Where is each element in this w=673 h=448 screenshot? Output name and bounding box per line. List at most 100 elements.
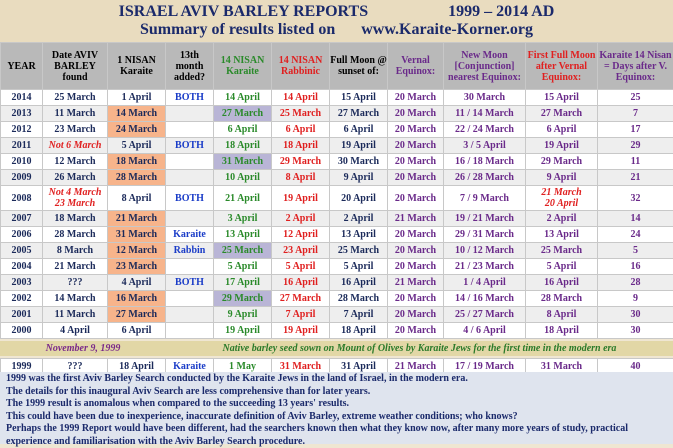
column-header: Date AVIV BARLEY found	[43, 43, 108, 90]
table-cell: 20 March	[388, 291, 444, 307]
footer: 1999 was the first Aviv Barley Search co…	[0, 372, 673, 444]
table-cell: 29 / 31 March	[444, 227, 526, 243]
table-cell: 2014	[1, 90, 43, 106]
table-cell: 21 / 23 March	[444, 259, 526, 275]
table-cell: 9 April	[526, 170, 598, 186]
column-header: YEAR	[1, 43, 43, 90]
table-cell: 18 March	[43, 211, 108, 227]
table-cell: 20 March	[388, 186, 444, 211]
table-cell: 2002	[1, 291, 43, 307]
table-cell	[166, 122, 214, 138]
years: 1999 – 2014 AD	[448, 3, 554, 21]
column-header: 14 NISAN Rabbinic	[272, 43, 330, 90]
table-cell: 27 March	[330, 106, 388, 122]
header: ISRAEL AVIV BARLEY REPORTS 1999 – 2014 AD…	[0, 0, 673, 42]
column-header: Karaite 14 Nisan = Days after V. Equinox…	[598, 43, 673, 90]
table-cell: 16 / 18 March	[444, 154, 526, 170]
table-cell: 3 April	[214, 211, 272, 227]
table-cell: 6 April	[526, 122, 598, 138]
table-cell: 30	[598, 323, 673, 339]
table-cell: 17 April	[214, 275, 272, 291]
table-cell: 19 / 21 March	[444, 211, 526, 227]
table-cell: 11 March	[43, 106, 108, 122]
table-cell: 20 March	[388, 307, 444, 323]
title: ISRAEL AVIV BARLEY REPORTS	[119, 3, 368, 21]
table-cell: 21 April	[214, 186, 272, 211]
table-cell: 2011	[1, 138, 43, 154]
subtitle: Summary of results listed on	[140, 21, 335, 39]
table-cell: 16 March	[108, 291, 166, 307]
table-cell: 6 April	[108, 323, 166, 339]
table-cell: 7 April	[272, 307, 330, 323]
table-cell: 1 / 4 April	[444, 275, 526, 291]
table-cell: 2003	[1, 275, 43, 291]
table-cell: 31 March	[214, 154, 272, 170]
table-cell: 25 March	[214, 243, 272, 259]
table-cell: 26 March	[43, 170, 108, 186]
table-cell: 21 March	[388, 275, 444, 291]
footer-line: This could have been due to inexperience…	[6, 411, 667, 424]
table-cell: 1 April	[108, 90, 166, 106]
table-cell: Rabbin	[166, 243, 214, 259]
table-cell	[166, 211, 214, 227]
table-cell: 20 March	[388, 259, 444, 275]
table-cell: 20 March	[388, 170, 444, 186]
table-cell: 2004	[1, 259, 43, 275]
table-cell: 29	[598, 138, 673, 154]
table-cell: 24	[598, 227, 673, 243]
table-cell: 8 April	[272, 170, 330, 186]
table-cell: 31 March	[108, 227, 166, 243]
table-cell: 25 March	[330, 243, 388, 259]
table-cell: 32	[598, 186, 673, 211]
table-cell: Not 4 March 23 March	[43, 186, 108, 211]
table-cell: BOTH	[166, 275, 214, 291]
table-cell: 19 April	[526, 138, 598, 154]
table-cell: 30	[598, 307, 673, 323]
table-cell: 27 March	[214, 106, 272, 122]
table-cell	[166, 170, 214, 186]
table-cell: 5 April	[526, 259, 598, 275]
table-cell: 4 April	[108, 275, 166, 291]
table-cell: 16 April	[272, 275, 330, 291]
column-header: Full Moon @ sunset of:	[330, 43, 388, 90]
table-cell: 21 March	[108, 211, 166, 227]
table-cell: 7 / 9 March	[444, 186, 526, 211]
table-cell: 5	[598, 243, 673, 259]
table-cell: 2 April	[272, 211, 330, 227]
table-cell: 14 / 16 March	[444, 291, 526, 307]
website: www.Karaite-Korner.org	[361, 21, 533, 39]
footer-line: The 1999 result is anomalous when compar…	[6, 398, 667, 411]
table-cell: 2000	[1, 323, 43, 339]
column-header: 1 NISAN Karaite	[108, 43, 166, 90]
table-cell: 9 April	[214, 307, 272, 323]
table-cell: 27 March	[272, 291, 330, 307]
table-cell: 24 March	[108, 122, 166, 138]
table-cell: 13 April	[526, 227, 598, 243]
table-cell: 15 April	[526, 90, 598, 106]
table-cell: 19 April	[330, 138, 388, 154]
table-cell: 2012	[1, 122, 43, 138]
table-cell: 25 March	[526, 243, 598, 259]
table-cell: 7	[598, 106, 673, 122]
table-cell: 14 April	[214, 90, 272, 106]
table-cell: 21 March 20 April	[526, 186, 598, 211]
table-cell: 16	[598, 259, 673, 275]
table-cell: 23 April	[272, 243, 330, 259]
table-cell: 18 April	[214, 138, 272, 154]
table-cell: 28 March	[43, 227, 108, 243]
table-cell: 30 March	[444, 90, 526, 106]
table-cell: 14 April	[272, 90, 330, 106]
table-cell: 4 / 6 April	[444, 323, 526, 339]
table-cell: 9	[598, 291, 673, 307]
table-cell: 29 March	[526, 154, 598, 170]
table-cell: 5 April	[272, 259, 330, 275]
table-cell: 2001	[1, 307, 43, 323]
table-cell: 2005	[1, 243, 43, 259]
footer-line: The details for this inaugural Aviv Sear…	[6, 386, 667, 399]
